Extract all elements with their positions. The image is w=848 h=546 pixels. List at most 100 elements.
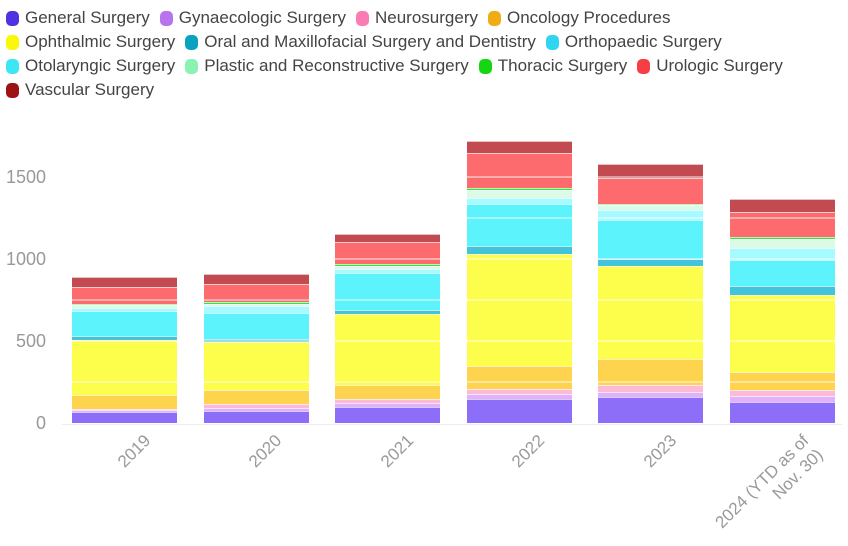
bar-segment[interactable] xyxy=(72,276,177,287)
gridline xyxy=(62,217,842,219)
legend-item-label: Oncology Procedures xyxy=(507,8,671,27)
bar-segment[interactable] xyxy=(466,187,572,190)
bar-segment[interactable] xyxy=(72,305,177,308)
bar-segment[interactable] xyxy=(335,269,441,274)
legend-item-label: Gynaecologic Surgery xyxy=(178,8,346,27)
bar-segment[interactable] xyxy=(598,220,704,260)
bar-segment[interactable] xyxy=(335,313,441,386)
bar-segment[interactable] xyxy=(730,211,835,237)
bar-segment[interactable] xyxy=(730,286,835,295)
legend-item[interactable]: Urologic Surgery xyxy=(637,55,783,77)
bar-segment[interactable] xyxy=(598,178,704,205)
bar-segment[interactable] xyxy=(72,412,177,423)
bar-segment[interactable] xyxy=(466,388,572,394)
x-axis-tick-label: 2021 xyxy=(376,431,418,472)
bar-segment[interactable] xyxy=(466,253,572,366)
gridline xyxy=(62,135,842,137)
legend-item[interactable]: Plastic and Reconstructive Surgery xyxy=(185,55,469,77)
bar-segment[interactable] xyxy=(466,365,572,389)
bar-segment[interactable] xyxy=(730,396,835,402)
bar-segment[interactable] xyxy=(730,199,835,212)
bar-segment[interactable] xyxy=(72,410,177,412)
bar-segment[interactable] xyxy=(598,392,704,398)
bar-segment[interactable] xyxy=(598,210,704,221)
bar-segment[interactable] xyxy=(730,401,835,423)
bar-segment[interactable] xyxy=(72,307,177,312)
legend-item[interactable]: General Surgery xyxy=(6,7,150,29)
bar-segment[interactable] xyxy=(335,233,441,242)
bar-segment[interactable] xyxy=(466,141,572,153)
bar-segment[interactable] xyxy=(598,385,704,393)
bar-segment[interactable] xyxy=(730,239,835,248)
bar-segment[interactable] xyxy=(598,204,704,206)
bar-segment[interactable] xyxy=(203,313,309,339)
bar-segment[interactable] xyxy=(72,336,177,340)
x-axis-tick-label: 2020 xyxy=(245,431,286,472)
bar-segment[interactable] xyxy=(598,259,704,266)
bar-segment[interactable] xyxy=(730,372,835,391)
bar-segment[interactable] xyxy=(730,390,835,397)
bar-segment[interactable] xyxy=(335,241,441,265)
bar-segment[interactable] xyxy=(335,264,441,267)
bar-segment[interactable] xyxy=(203,303,309,306)
legend-item[interactable]: Oral and Maxillofacial Surgery and Denti… xyxy=(185,31,536,53)
bar-segment[interactable] xyxy=(730,247,835,260)
gridline xyxy=(62,258,842,260)
legend-item[interactable]: Otolaryngic Surgery xyxy=(6,55,175,77)
legend-item[interactable]: Vascular Surgery xyxy=(6,79,154,101)
bar-segment[interactable] xyxy=(335,385,441,399)
bar-segment[interactable] xyxy=(203,403,309,408)
bar-segment[interactable] xyxy=(72,408,177,411)
bar-segment[interactable] xyxy=(203,390,309,404)
bar-segment[interactable] xyxy=(466,393,572,399)
bar-segment[interactable] xyxy=(203,305,309,314)
bar-segment[interactable] xyxy=(72,339,177,396)
bar-segment[interactable] xyxy=(72,304,177,306)
bar-segment[interactable] xyxy=(598,205,704,211)
legend-item[interactable]: Neurosurgery xyxy=(356,7,478,29)
bar-segment[interactable] xyxy=(335,398,441,403)
bar-segment[interactable] xyxy=(72,286,177,305)
bar-segment[interactable] xyxy=(466,245,572,254)
bar-segment[interactable] xyxy=(730,259,835,287)
legend-item[interactable]: Ophthalmic Surgery xyxy=(6,31,175,53)
y-axis-tick-label: 500 xyxy=(15,331,46,351)
bar-segment[interactable] xyxy=(466,398,572,423)
bar-segment[interactable] xyxy=(335,266,441,269)
bar-segment[interactable] xyxy=(598,358,704,386)
bar-segment[interactable] xyxy=(466,189,572,198)
bar-segment[interactable] xyxy=(730,294,835,373)
bar-segment[interactable] xyxy=(203,338,309,343)
bar-segment[interactable] xyxy=(203,283,309,303)
legend-item[interactable]: Thoracic Surgery xyxy=(478,55,627,77)
legend-item[interactable]: Orthopaedic Surgery xyxy=(545,31,722,53)
bar-segment[interactable] xyxy=(72,395,177,409)
x-axis-line xyxy=(62,424,842,425)
bar-segment[interactable] xyxy=(203,302,309,304)
bar-segment[interactable] xyxy=(466,152,572,188)
legend-item-label: Orthopaedic Surgery xyxy=(564,32,722,51)
bar-segment[interactable] xyxy=(72,311,177,337)
bar-segment[interactable] xyxy=(466,197,572,204)
bar-segment[interactable] xyxy=(730,236,835,240)
bar-segment[interactable] xyxy=(335,402,441,408)
x-axis-tick-label: 2022 xyxy=(508,431,549,472)
legend-item-label: Plastic and Reconstructive Surgery xyxy=(204,56,469,75)
bar-segment[interactable] xyxy=(598,265,704,359)
legend-item-label: Otolaryngic Surgery xyxy=(25,56,176,75)
bar-segment[interactable] xyxy=(203,342,309,391)
bar-segment[interactable] xyxy=(335,309,441,314)
bar-segment[interactable] xyxy=(335,407,441,423)
bar-segment[interactable] xyxy=(598,163,704,179)
legend-item[interactable]: Oncology Procedures xyxy=(488,7,670,29)
bar-segment[interactable] xyxy=(203,273,309,284)
bar-segment[interactable] xyxy=(598,397,704,423)
bar-segment[interactable] xyxy=(203,407,309,412)
legend-swatch-icon xyxy=(185,34,199,50)
legend-swatch-icon xyxy=(356,10,369,26)
bar-segment[interactable] xyxy=(466,203,572,246)
legend-item[interactable]: Gynaecologic Surgery xyxy=(159,7,346,29)
bar-segment[interactable] xyxy=(203,411,309,423)
bar-segment[interactable] xyxy=(335,273,441,310)
